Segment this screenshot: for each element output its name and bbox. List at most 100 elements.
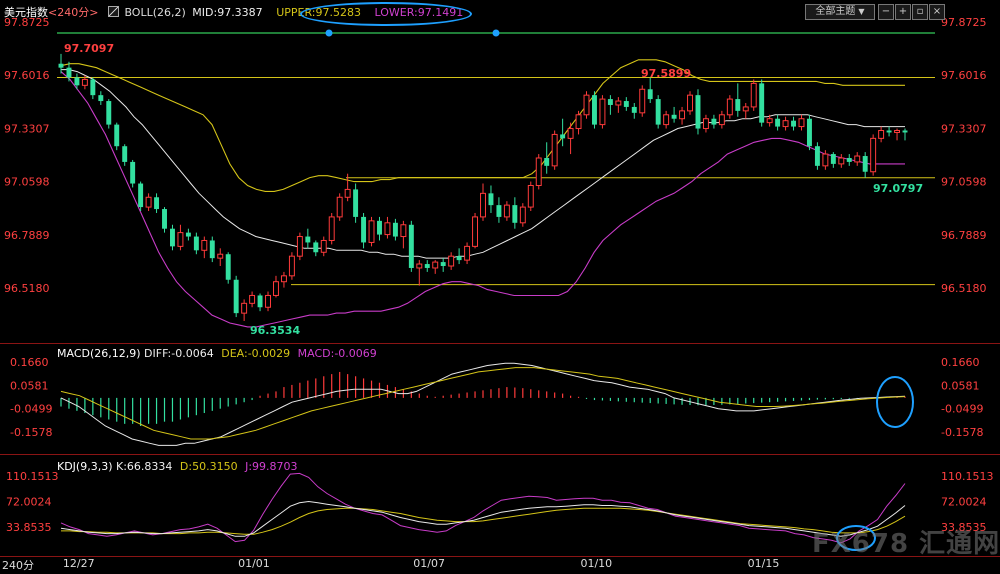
date-tick-label: 01/15 [748,557,780,570]
boll-lower-line [60,71,905,328]
price-tick-left: 96.7889 [4,229,50,242]
candle-body [894,130,901,133]
candle-body [726,98,733,116]
high-annotation: 97.7097 [64,42,114,55]
macd-title-bar: MACD(26,12,9) DIFF:-0.0064 DEA:-0.0029 M… [57,347,377,360]
recent-low-annotation: 97.0797 [873,182,923,195]
candle-body [503,204,510,218]
candle-body [838,157,845,165]
price-tick-left: 97.0598 [4,176,50,189]
candle-body [695,95,701,129]
candle-body [599,98,606,126]
boll-upper-line [60,59,905,192]
candle-body [464,245,471,261]
theme-select-label: 全部主题 [815,6,856,17]
candle-body [257,295,263,308]
candle-body [265,294,271,308]
restore-icon: ▫ [916,6,924,17]
candle-body [775,118,781,127]
candle-body [384,222,391,236]
candle-body [512,205,518,223]
candle-body [122,146,128,162]
candle-body [448,255,455,267]
line-handle-right [492,29,500,37]
kdj-j: J:99.8703 [245,460,298,473]
minimize-button[interactable]: − [878,4,894,20]
kdj-d-line [61,507,906,535]
kdj-cross-circle [836,525,876,551]
macd-tick-left: 0.1660 [10,356,49,369]
kdj-title: KDJ(9,3,3) [57,460,113,473]
candle-body [560,134,566,139]
macd-separator [0,343,1000,344]
candle-body [377,220,382,235]
candle-body [353,189,359,217]
candle-body [782,120,789,128]
candle-body [671,114,677,119]
candle-body [320,239,327,253]
candle-body [759,83,765,123]
candle-body [742,106,749,112]
price-tick-right: 97.3307 [941,122,987,135]
candle-body [424,264,430,268]
candle-body [81,78,88,86]
line-handle-left [325,29,333,37]
kdj-tick-right: 72.0024 [941,496,987,509]
candle-body [798,118,805,128]
macd-tick-right: -0.1578 [941,426,983,439]
theme-select[interactable]: 全部主题 ▼ [805,4,875,20]
candle-body [217,253,224,259]
candle-body [90,79,96,96]
boll-icon [107,6,119,17]
candle-body [170,228,175,247]
candle-body [336,196,343,218]
candle-body [655,99,661,125]
close-button[interactable]: × [929,4,945,20]
candle-body [639,88,646,114]
macd-cross-circle [876,376,914,428]
candle-body [702,118,709,130]
zoom-icon: + [898,6,908,17]
kdj-k-line [60,500,906,537]
candle-body [280,275,287,283]
candle-body [138,183,144,208]
candle-body [313,242,319,253]
mid-value: MID:97.3387 [192,6,263,19]
price-tick-right: 96.5180 [941,282,987,295]
candle-body [145,196,152,208]
candle-body [456,256,462,261]
macd-value: MACD:-0.0069 [297,347,377,360]
date-tick-label: 01/01 [238,557,270,570]
candle-body [154,197,160,210]
price-tick-right: 97.8725 [941,16,987,29]
macd-tick-right: 0.1660 [941,356,980,369]
candle-body [114,124,120,147]
price-tick-left: 97.8725 [4,16,50,29]
kdj-tick-left: 72.0024 [6,496,52,509]
candle-body [718,114,725,126]
candle-body [185,232,191,237]
candle-body [440,262,446,267]
restore-button[interactable]: ▫ [912,4,928,20]
candle-body [249,294,256,304]
candle-body [544,157,550,166]
candle-body [679,110,686,120]
candle-body [480,192,486,218]
candle-body [400,224,407,238]
candle-body [750,82,757,108]
zoom-button[interactable]: + [895,4,911,20]
price-tick-left: 96.5180 [4,282,50,295]
candle-body [551,133,558,167]
candle-body [66,67,72,78]
candle-body [496,205,502,217]
kdj-tick-left: 33.8535 [6,521,52,534]
candle-body [273,281,279,296]
candle-body [305,236,311,243]
kdj-tick-right: 33.8535 [941,521,987,534]
candle-body [296,236,303,257]
candle-body [854,155,861,163]
candle-body [878,130,885,139]
macd-tick-left: 0.0581 [10,379,49,392]
candle-body [575,114,582,130]
